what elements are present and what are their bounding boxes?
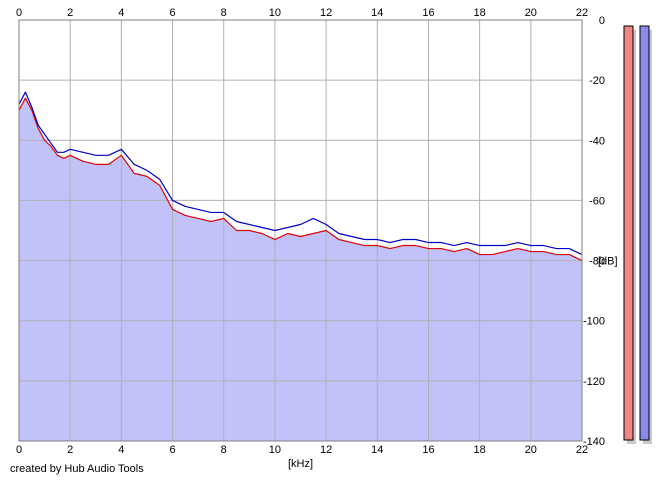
- x-tick-label-bottom: 20: [525, 444, 537, 456]
- x-tick-label-bottom: 4: [118, 444, 124, 456]
- x-tick-label-bottom: 12: [320, 444, 332, 456]
- plot-area: [18, 19, 583, 442]
- x-tick-label-top: 8: [221, 7, 227, 19]
- x-tick-label-bottom: 2: [67, 444, 73, 456]
- x-tick-label-bottom: 8: [221, 444, 227, 456]
- x-tick-label-top: 2: [67, 7, 73, 19]
- x-tick-label-top: 22: [576, 7, 588, 19]
- x-ticks-top: 0 2 4 6 8 10 12 14 16 18 20 22: [16, 7, 588, 19]
- x-tick-label-bottom: 22: [576, 444, 588, 456]
- x-tick-label-top: 12: [320, 7, 332, 19]
- y-tick-label: -20: [589, 75, 605, 87]
- series-line-left-channel: [18, 97, 583, 262]
- y-tick-label: -40: [589, 135, 605, 147]
- y-tick-label: -100: [583, 316, 605, 328]
- x-tick-label-bottom: 18: [474, 444, 486, 456]
- level-meter-left: [623, 25, 634, 441]
- x-tick-label-top: 18: [474, 7, 486, 19]
- x-tick-label-bottom: 14: [371, 444, 383, 456]
- x-tick-label-top: 14: [371, 7, 383, 19]
- y-tick-label: 0: [599, 15, 605, 27]
- x-tick-label-top: 0: [16, 7, 22, 19]
- x-tick-label-bottom: 6: [169, 444, 175, 456]
- level-meter-right: [639, 25, 650, 441]
- series-line-right-channel: [18, 91, 583, 256]
- x-tick-label-top: 4: [118, 7, 124, 19]
- y-ticks: 0 -20 -40 -60 -80 -100 -120 -140: [583, 15, 605, 448]
- y-tick-label: -120: [583, 376, 605, 388]
- x-tick-label-bottom: 10: [269, 444, 281, 456]
- x-tick-label-top: 20: [525, 7, 537, 19]
- level-meters: [623, 25, 652, 444]
- x-tick-label-bottom: 0: [16, 444, 22, 456]
- x-tick-label-bottom: 16: [422, 444, 434, 456]
- x-ticks-bottom: 0 2 4 6 8 10 12 14 16 18 20 22: [16, 444, 588, 456]
- x-tick-label-top: 6: [169, 7, 175, 19]
- y-axis-label: [dB]: [598, 256, 618, 268]
- x-axis-label: [kHz]: [288, 458, 313, 470]
- credit-text: created by Hub Audio Tools: [10, 463, 144, 475]
- x-tick-label-top: 10: [269, 7, 281, 19]
- x-tick-label-top: 16: [422, 7, 434, 19]
- plot-border: [18, 19, 583, 442]
- y-tick-label: -60: [589, 195, 605, 207]
- y-tick-label: -80: [589, 256, 605, 268]
- spectrum-fill-area: [19, 98, 582, 441]
- y-tick-label: -140: [583, 436, 605, 448]
